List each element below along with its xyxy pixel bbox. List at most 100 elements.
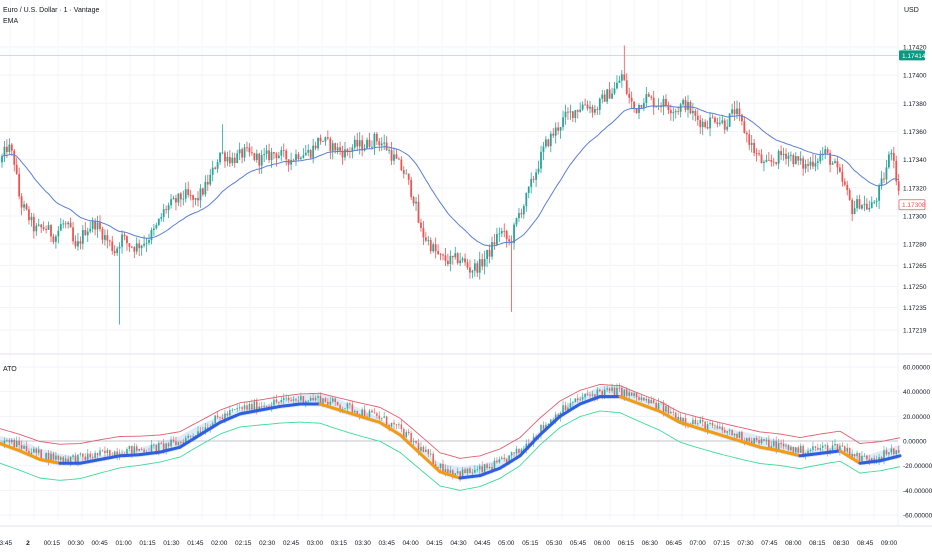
candle-body: [552, 134, 554, 136]
ato-candle-body: [633, 393, 635, 396]
candle-body: [141, 246, 143, 249]
ato-candle-body: [817, 448, 819, 450]
ato-candle-body: [23, 446, 25, 449]
candle-body: [530, 179, 532, 187]
candle-body: [256, 154, 258, 160]
candle-body: [540, 152, 542, 169]
ato-candle-body: [447, 469, 449, 473]
ato-candle-body: [631, 392, 633, 395]
candle-body: [739, 109, 741, 115]
candle-body: [481, 259, 483, 266]
candle-body: [837, 161, 839, 167]
x-tick-label: 05:30: [546, 540, 563, 547]
candle-body: [403, 170, 405, 174]
ato-candle-body: [4, 441, 6, 444]
ato-candle-body: [682, 418, 684, 421]
candle-body: [498, 233, 500, 234]
ato-candle-body: [467, 468, 469, 473]
ato-candle-body: [31, 453, 33, 454]
ato-candle-body: [714, 426, 716, 427]
candle-body: [114, 251, 116, 253]
candle-body: [594, 109, 596, 113]
ato-candle-body: [756, 438, 758, 440]
ato-candle-body: [298, 400, 300, 401]
candle-body: [494, 242, 496, 244]
ema-indicator-label[interactable]: EMA: [3, 17, 18, 26]
symbol-title[interactable]: Euro / U.S. Dollar · 1 · Vantage: [3, 6, 99, 15]
candle-body: [33, 217, 35, 231]
candle-body: [173, 198, 175, 199]
x-tick-label: 08:00: [785, 540, 802, 547]
x-tick-label: 06:15: [618, 540, 635, 547]
ato-candle-body: [430, 454, 432, 455]
candle-body: [574, 110, 576, 118]
candle-body: [702, 122, 704, 127]
candle-body: [878, 186, 880, 201]
candle-body: [11, 145, 13, 151]
candle-body: [886, 167, 888, 179]
ato-candle-body: [325, 398, 327, 401]
ato-candle-body: [800, 446, 802, 453]
candle-body: [861, 205, 863, 209]
x-tick-label: 03:15: [331, 540, 348, 547]
ato-candle-body: [405, 432, 407, 437]
ato-candle-body: [72, 455, 74, 456]
ato-candle-body: [307, 401, 309, 402]
ato-candle-body: [898, 450, 900, 452]
ato-indicator-label[interactable]: ATO: [3, 365, 17, 374]
candle-body: [746, 133, 748, 134]
ato-candle-body: [361, 410, 363, 416]
candle-body: [452, 256, 454, 257]
candle-body: [626, 80, 628, 94]
ato-candle-body: [332, 399, 334, 402]
x-tick-label: 02:15: [235, 540, 252, 547]
candle-body: [623, 74, 625, 80]
ato-candle-body: [222, 418, 224, 419]
ato-candle-body: [266, 406, 268, 407]
y-tick-label: 1.17300: [903, 214, 927, 221]
candle-body: [276, 154, 278, 159]
candle-body: [28, 209, 30, 220]
candle-body: [587, 105, 589, 109]
ato-candle-body: [601, 391, 603, 395]
candle-body: [472, 271, 474, 273]
ato-candle-body: [562, 405, 564, 413]
candle-body: [391, 150, 393, 161]
candle-body: [846, 185, 848, 190]
ato-candle-body: [87, 454, 89, 460]
candle-body: [70, 223, 72, 228]
candle-body: [82, 230, 84, 244]
ato-candle-body: [173, 440, 175, 442]
candle-body: [310, 150, 312, 158]
candle-body: [697, 116, 699, 120]
candle-body: [518, 213, 520, 218]
x-tick-label: 08:45: [857, 540, 874, 547]
candle-body: [459, 260, 461, 263]
candle-body: [491, 242, 493, 256]
y-tick-label: 20.00000: [903, 414, 930, 421]
ato-candle-body: [232, 410, 234, 411]
candle-body: [212, 168, 214, 175]
candle-body: [317, 138, 319, 149]
y-tick-label: 0.00000: [903, 439, 927, 446]
ato-candle-body: [97, 453, 99, 455]
ato-candle-body: [374, 412, 376, 413]
candle-body: [241, 149, 243, 157]
ato-candle-body: [60, 457, 62, 459]
x-tick-label: 07:00: [690, 540, 707, 547]
candle-body: [40, 225, 42, 228]
candle-body: [285, 151, 287, 160]
ato-candle-body: [295, 399, 297, 400]
ato-candle-body: [129, 446, 131, 449]
ato-candle-body: [692, 420, 694, 424]
ato-candle-body: [217, 416, 219, 418]
candle-body: [538, 169, 540, 173]
ato-candle-body: [413, 441, 415, 442]
ato-candle-body: [227, 413, 229, 415]
candle-body: [386, 142, 388, 150]
currency-label[interactable]: USD: [904, 6, 919, 15]
candle-body: [160, 217, 162, 219]
ato-candle-body: [501, 458, 503, 459]
